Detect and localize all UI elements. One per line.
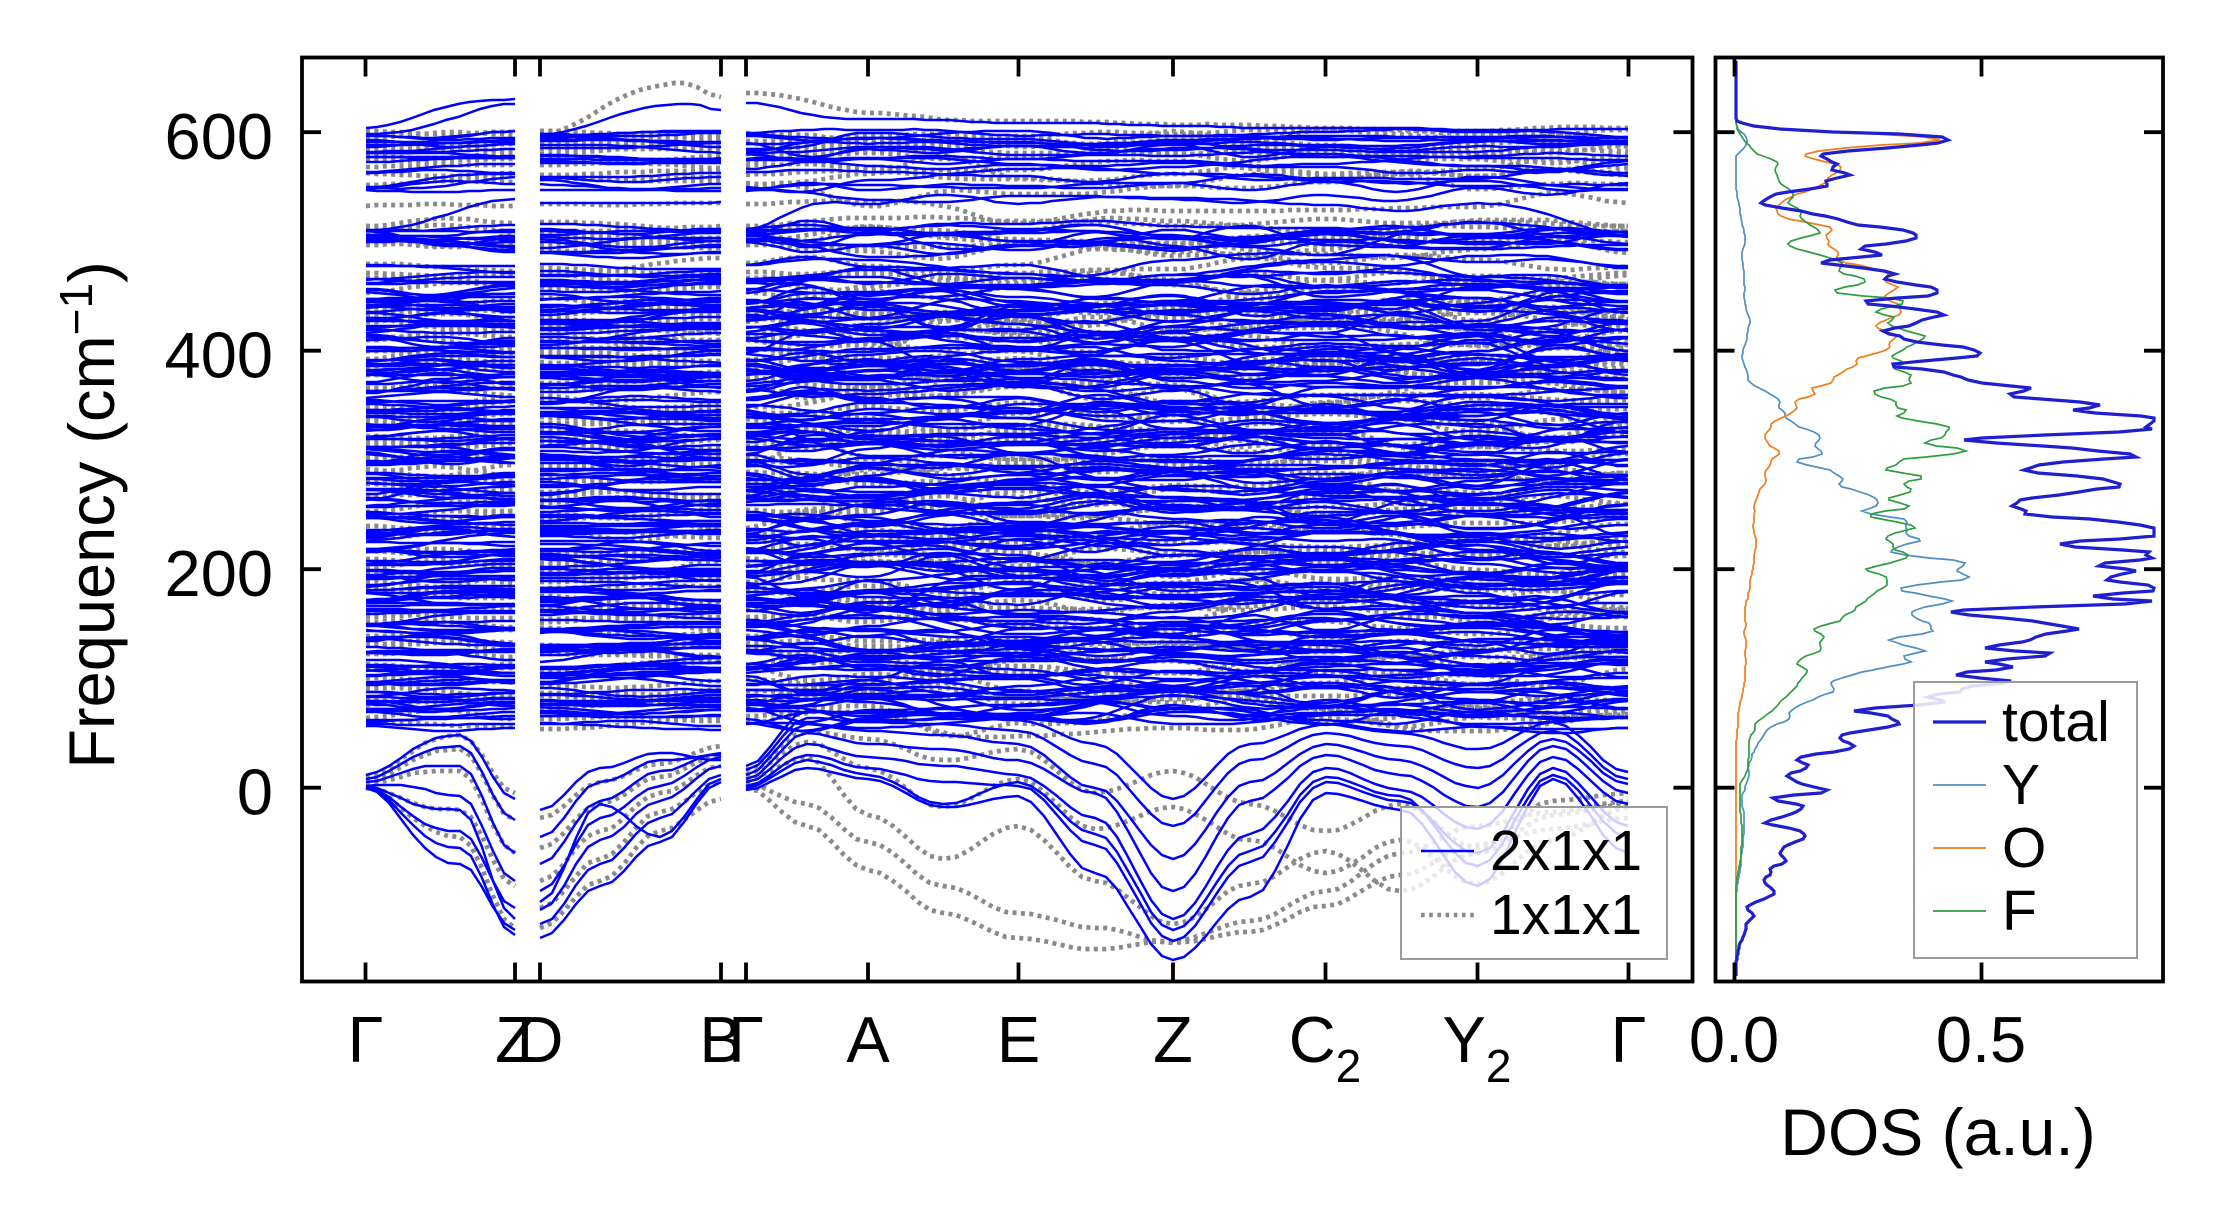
svg-text:600: 600: [165, 100, 273, 173]
svg-text:1x1x1: 1x1x1: [1490, 883, 1642, 947]
svg-text:total: total: [2002, 690, 2110, 754]
svg-text:0.0: 0.0: [1689, 1003, 1779, 1076]
svg-text:D: D: [517, 1003, 564, 1076]
svg-text:F: F: [2002, 879, 2037, 943]
svg-text:O: O: [2002, 816, 2046, 880]
svg-text:400: 400: [165, 319, 273, 392]
svg-text:Γ: Γ: [728, 1003, 764, 1076]
svg-text:E: E: [997, 1003, 1040, 1076]
svg-text:A: A: [846, 1003, 890, 1076]
svg-text:Γ: Γ: [348, 1003, 384, 1076]
svg-text:Y: Y: [2002, 753, 2040, 817]
svg-text:Γ: Γ: [1611, 1003, 1647, 1076]
svg-text:2x1x1: 2x1x1: [1490, 819, 1642, 883]
svg-text:DOS (a.u.): DOS (a.u.): [1780, 1095, 2095, 1169]
svg-text:0: 0: [237, 756, 273, 829]
svg-text:Z: Z: [495, 1003, 535, 1076]
svg-text:Z: Z: [1153, 1003, 1193, 1076]
svg-text:B: B: [699, 1003, 742, 1076]
svg-text:0.5: 0.5: [1936, 1003, 2026, 1076]
svg-text:200: 200: [165, 537, 273, 610]
svg-text:Frequency (cm−1): Frequency (cm−1): [50, 261, 128, 769]
